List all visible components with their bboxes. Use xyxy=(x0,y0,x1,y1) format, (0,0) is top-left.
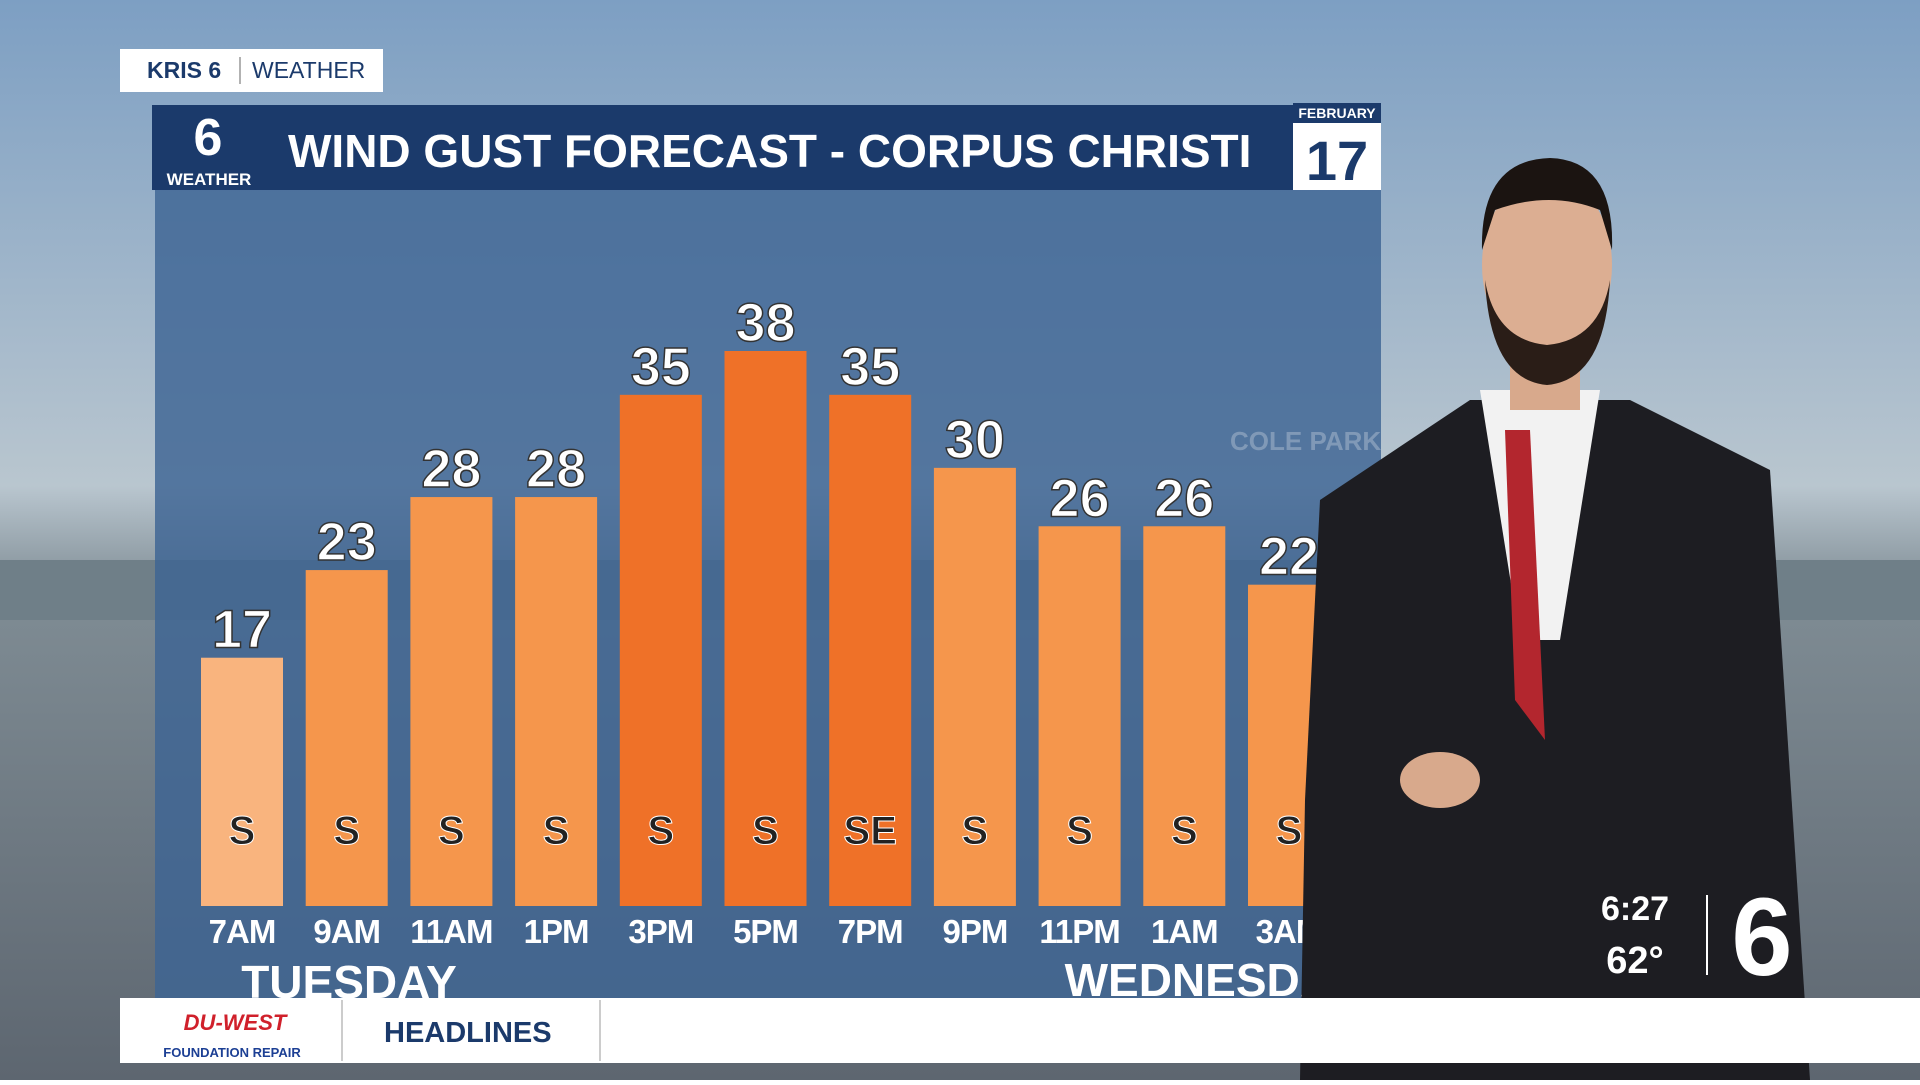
bar xyxy=(201,657,283,906)
direction-label: S xyxy=(543,809,570,853)
x-tick-label: 3PM xyxy=(628,913,693,950)
x-tick-label: 1PM xyxy=(524,913,589,950)
title-bar xyxy=(152,105,1293,190)
bar xyxy=(1038,526,1121,906)
direction-label: S xyxy=(1066,809,1093,853)
station-name: KRIS 6 xyxy=(147,57,221,83)
date-month-band xyxy=(1293,103,1381,123)
value-label: 23 xyxy=(317,512,377,572)
station-tag xyxy=(120,49,383,92)
value-label: 35 xyxy=(840,337,900,397)
bar xyxy=(933,467,1016,906)
bug-temperature: 62° xyxy=(1606,940,1663,982)
x-tick-label: 1AM xyxy=(1151,913,1218,950)
presenter xyxy=(1300,158,1810,1080)
bar xyxy=(724,351,807,906)
direction-label: S xyxy=(962,809,989,853)
date-day: 17 xyxy=(1306,129,1368,192)
bar xyxy=(1143,526,1226,906)
direction-label: S xyxy=(438,809,465,853)
x-tick-label: 11PM xyxy=(1039,913,1119,950)
bar xyxy=(305,570,388,906)
background-sign: COLE PARK xyxy=(1230,426,1381,456)
value-label: 17 xyxy=(212,600,272,660)
bar xyxy=(619,394,702,906)
direction-label: S xyxy=(1276,809,1303,853)
bug-channel: 6 xyxy=(1731,876,1792,999)
value-label: 30 xyxy=(945,410,1005,470)
sponsor-tagline: FOUNDATION REPAIR xyxy=(163,1045,301,1060)
date-month: FEBRUARY xyxy=(1298,105,1376,121)
x-tick-label: 5PM xyxy=(733,913,798,950)
x-tick-label: 9PM xyxy=(942,913,1007,950)
value-label: 22 xyxy=(1259,527,1319,587)
x-tick-label: 11AM xyxy=(410,913,492,950)
x-tick-label: 7AM xyxy=(209,913,276,950)
value-label: 35 xyxy=(631,337,691,397)
direction-label: S xyxy=(752,809,779,853)
value-label: 28 xyxy=(421,439,481,499)
direction-label: S xyxy=(229,809,256,853)
bar xyxy=(829,394,912,906)
bar xyxy=(515,497,598,906)
value-label: 28 xyxy=(526,439,586,499)
value-label: 26 xyxy=(1050,468,1110,528)
direction-label: S xyxy=(647,809,674,853)
value-label: 26 xyxy=(1154,468,1214,528)
value-label: 38 xyxy=(735,293,795,353)
direction-label: S xyxy=(333,809,360,853)
station-section: WEATHER xyxy=(252,57,365,83)
x-tick-label: 7PM xyxy=(838,913,903,950)
bug-time: 6:27 xyxy=(1601,890,1669,928)
ticker-bar xyxy=(120,998,1920,1063)
bar xyxy=(410,497,493,906)
direction-label: SE xyxy=(844,809,897,853)
logo-number: 6 xyxy=(194,109,223,167)
x-tick-label: 9AM xyxy=(313,913,380,950)
bar-chart: 17 S 7AM 23 S 9AM 28 S 11AM 28 S 1PM 35 S 3PM 38 S 5PM 35 S… xyxy=(201,292,1330,950)
direction-label: S xyxy=(1171,809,1198,853)
logo-label: WEATHER xyxy=(167,170,252,189)
ticker-label: HEADLINES xyxy=(384,1017,552,1049)
chart-title: WIND GUST FORECAST - CORPUS CHRISTI xyxy=(288,125,1251,177)
sponsor-name: DU-WEST xyxy=(184,1010,288,1035)
